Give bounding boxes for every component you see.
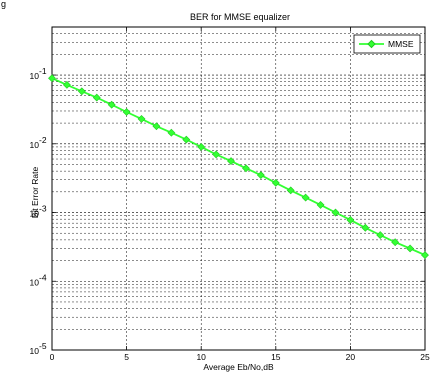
grid bbox=[52, 27, 425, 350]
data-point bbox=[376, 231, 385, 239]
legend-box bbox=[353, 34, 421, 54]
y-tick-label: 10 -1 bbox=[30, 66, 47, 81]
y-tick-base: 10 bbox=[30, 277, 40, 287]
x-axis-label: Average Eb/No,dB bbox=[203, 362, 274, 372]
data-point bbox=[197, 143, 206, 151]
data-point bbox=[182, 135, 191, 144]
data-point bbox=[256, 171, 265, 180]
data-point bbox=[421, 251, 429, 260]
data-point bbox=[331, 208, 340, 217]
data-point bbox=[92, 93, 101, 102]
data-point bbox=[271, 178, 280, 187]
y-tick-base: 10 bbox=[30, 209, 40, 219]
axis-ticks bbox=[51, 27, 426, 351]
data-point bbox=[62, 80, 71, 89]
x-tick-label: 25 bbox=[420, 352, 430, 362]
y-tick-label: 10 -2 bbox=[30, 135, 47, 150]
x-tick-label: 20 bbox=[346, 352, 356, 362]
y-tick-exponent: -4 bbox=[39, 272, 47, 282]
y-tick-labels: 10-510-410-310-210-1 bbox=[30, 66, 47, 356]
y-tick-exponent: -1 bbox=[39, 66, 47, 76]
data-point bbox=[137, 114, 146, 123]
y-tick-base: 10 bbox=[30, 140, 40, 150]
data-point bbox=[316, 200, 325, 209]
y-tick-label: 10 -5 bbox=[30, 341, 47, 356]
data-point bbox=[391, 238, 400, 247]
data-point bbox=[152, 122, 161, 131]
y-tick-exponent: -2 bbox=[39, 135, 47, 145]
legend-label: MMSE bbox=[388, 39, 414, 49]
x-tick-label: 0 bbox=[50, 352, 55, 362]
y-tick-label: 10 -4 bbox=[30, 272, 47, 287]
x-tick-label: 10 bbox=[196, 352, 206, 362]
y-tick-base: 10 bbox=[30, 71, 40, 81]
y-tick-exponent: -5 bbox=[39, 341, 47, 351]
data-point bbox=[77, 87, 86, 96]
x-tick-label: 15 bbox=[271, 352, 281, 362]
data-point bbox=[227, 157, 235, 166]
legend: MMSE bbox=[353, 34, 421, 54]
data-point bbox=[107, 100, 116, 109]
axes-box bbox=[51, 26, 426, 351]
x-tick-labels: 0 5 10 15 20 25 bbox=[50, 352, 430, 362]
data-point bbox=[361, 223, 370, 232]
data-point bbox=[301, 193, 310, 202]
data-point bbox=[48, 74, 56, 83]
data-point bbox=[406, 244, 415, 253]
data-point bbox=[167, 128, 176, 137]
y-tick-base: 10 bbox=[30, 346, 40, 356]
x-tick-label: 5 bbox=[124, 352, 129, 362]
y-axis-label: Bit Error Rate bbox=[30, 166, 40, 218]
legend-marker bbox=[367, 39, 376, 49]
data-point bbox=[212, 150, 221, 159]
data-point bbox=[346, 216, 355, 224]
series-layer bbox=[48, 74, 429, 260]
y-tick-exponent: -3 bbox=[39, 204, 47, 214]
chart-title: BER for MMSE equalizer bbox=[190, 12, 290, 22]
y-tick-label: 10 -3 bbox=[30, 204, 47, 219]
data-point bbox=[242, 164, 250, 173]
corner-text: g bbox=[1, 0, 6, 9]
data-point bbox=[286, 186, 295, 195]
data-point bbox=[122, 108, 131, 116]
